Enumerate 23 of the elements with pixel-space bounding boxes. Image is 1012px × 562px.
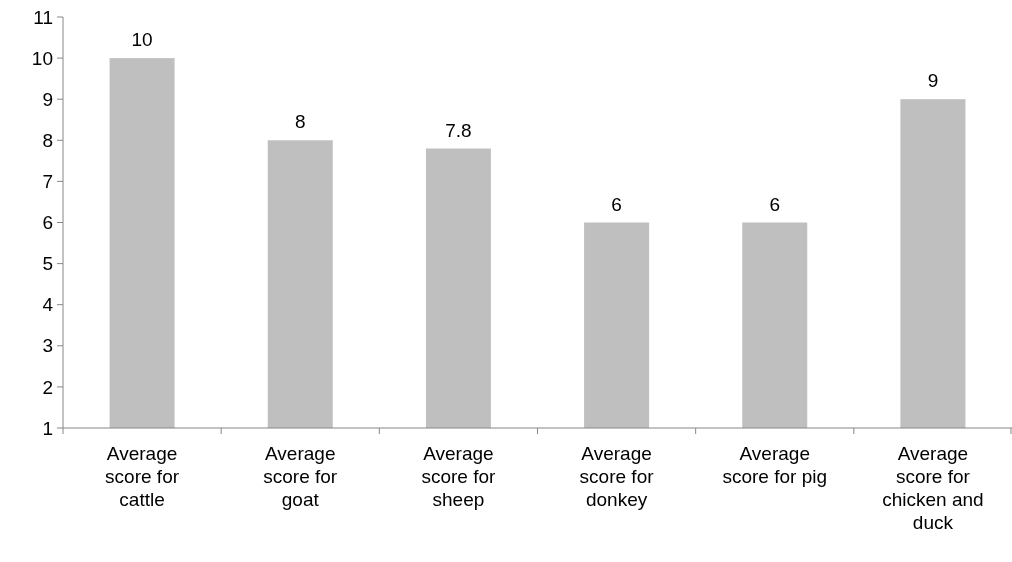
- y-tick-label: 7: [42, 171, 53, 193]
- data-label: 8: [294, 111, 306, 133]
- data-label: 6: [769, 193, 781, 215]
- y-tick-label: 11: [33, 6, 53, 28]
- data-label: 10: [131, 29, 153, 51]
- data-label: 9: [927, 70, 939, 92]
- x-tick-label: Average score for chicken and duck: [882, 443, 984, 533]
- x-tick-label: Average score for pig: [722, 443, 828, 487]
- y-tick-label: 8: [42, 129, 53, 151]
- y-tick-label: 10: [31, 47, 53, 69]
- y-tick-label: 9: [42, 88, 53, 110]
- x-tick-label: Average score for goat: [263, 443, 338, 510]
- data-label: 7.8: [445, 119, 472, 141]
- x-tick-label: Average score for cattle: [105, 443, 180, 510]
- y-tick-label: 1: [42, 417, 53, 439]
- y-tick-label: 2: [42, 376, 53, 398]
- y-tick-label: 5: [42, 253, 53, 275]
- y-tick-label: 6: [42, 212, 53, 234]
- y-tick-label: 4: [42, 294, 54, 316]
- x-tick-label: Average score for sheep: [421, 443, 497, 510]
- data-label: 6: [611, 193, 622, 215]
- x-tick-label: Average score for donkey: [579, 443, 655, 510]
- y-tick-label: 3: [42, 335, 53, 357]
